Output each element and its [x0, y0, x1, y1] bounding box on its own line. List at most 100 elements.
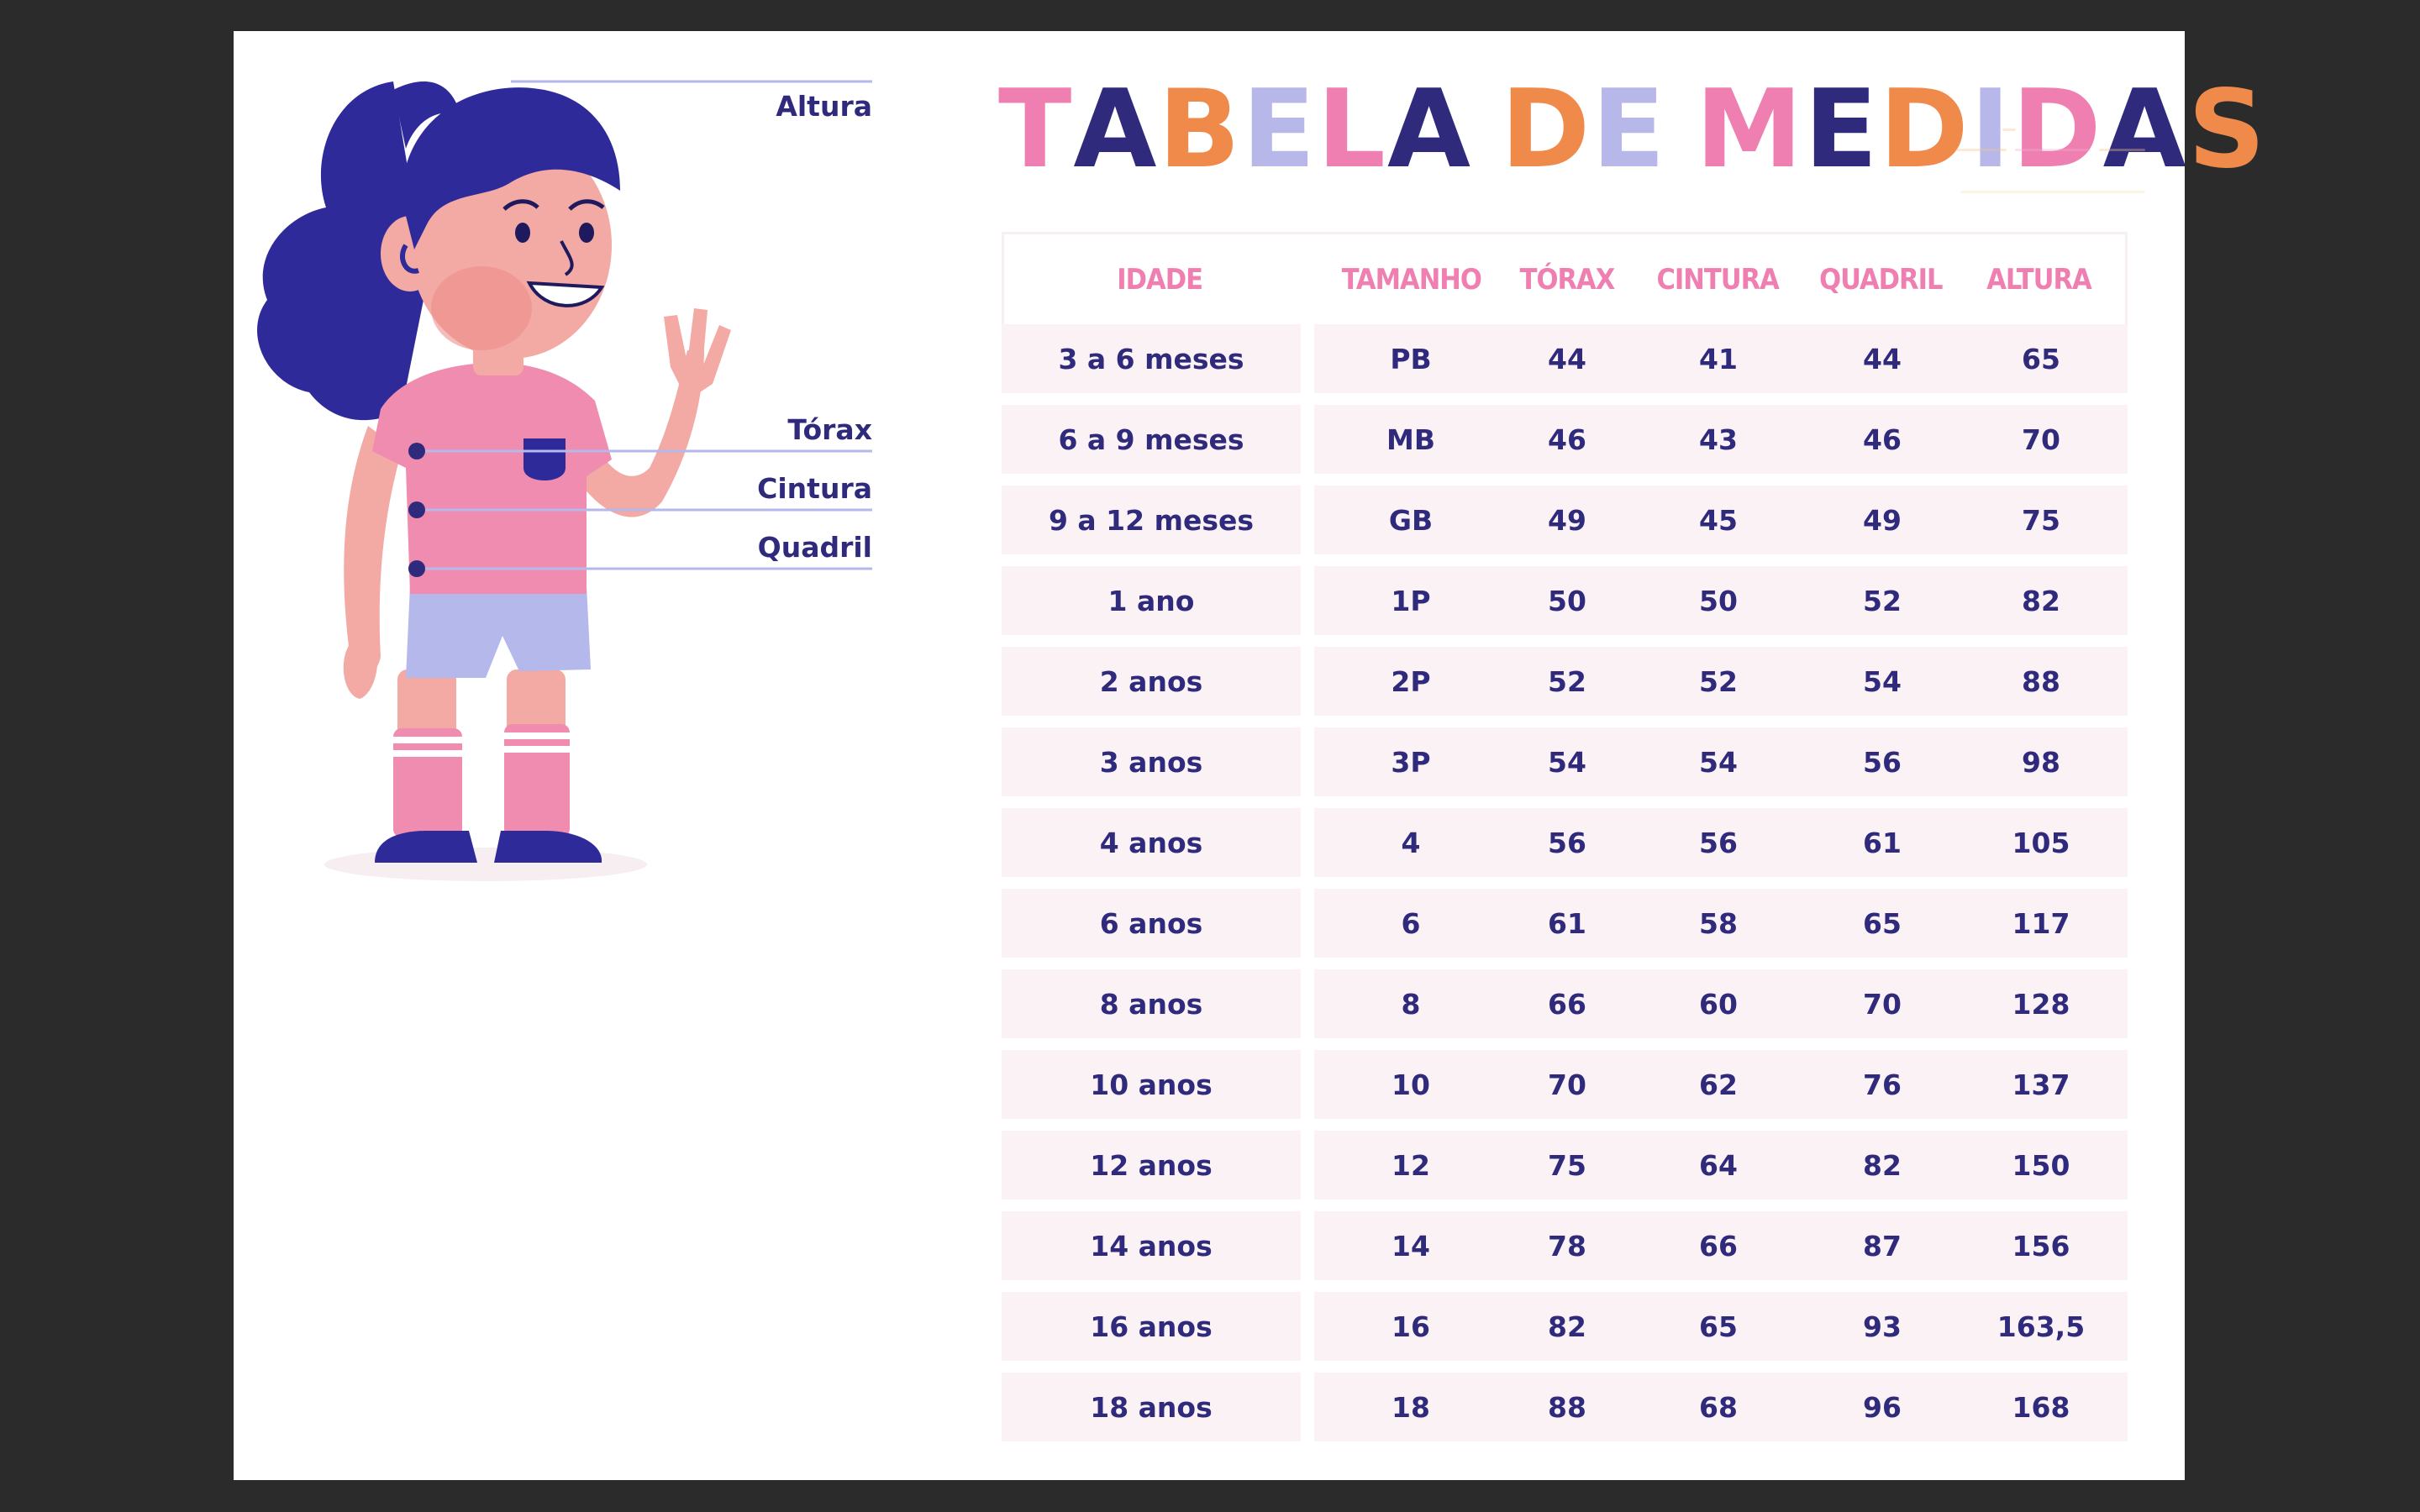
row-values: 16 82 65 93 163,5: [1314, 1292, 2128, 1361]
cell-quadril: 82: [1863, 1148, 1902, 1182]
cell-torax: 46: [1548, 423, 1586, 456]
table-row: 10 anos 10 70 62 76 137: [1002, 1050, 2128, 1119]
table-row: 4 anos 4 56 56 61 105: [1002, 808, 2128, 877]
row-values: 4 56 56 61 105: [1314, 808, 2128, 877]
cell-tamanho: GB: [1388, 503, 1434, 537]
hair-back: [257, 81, 427, 421]
cell-tamanho: 4: [1401, 826, 1421, 859]
page-title: TABELA DE MEDIDAS: [998, 71, 2267, 189]
cell-cintura: 50: [1699, 584, 1738, 617]
title-letter: D: [1501, 67, 1592, 192]
table-row: 6 a 9 meses MB 46 43 46 70: [1002, 405, 2128, 474]
title-letter: E: [1804, 67, 1880, 192]
cell-altura: 105: [2012, 826, 2070, 859]
right-arm: [570, 350, 704, 517]
row-values: 6 61 58 65 117: [1314, 889, 2128, 958]
cell-altura: 128: [2012, 987, 2070, 1021]
title-letter: D: [2012, 67, 2103, 192]
row-values: PB 44 41 44 65: [1314, 324, 2128, 393]
cell-idade: 6 a 9 meses: [1002, 405, 1301, 474]
cell-idade: 14 anos: [1002, 1211, 1301, 1280]
shirt-pocket: [523, 438, 566, 480]
shirt: [372, 363, 612, 594]
cell-tamanho: 14: [1392, 1229, 1430, 1263]
row-values: 12 75 64 82 150: [1314, 1131, 2128, 1200]
table-row: 3 a 6 meses PB 44 41 44 65: [1002, 324, 2128, 393]
cell-torax: 44: [1548, 342, 1586, 375]
cell-cintura: 66: [1699, 1229, 1738, 1263]
table-row: 1 ano 1P 50 50 52 82: [1002, 566, 2128, 635]
title-letter: I: [1970, 67, 2012, 192]
cell-idade: 4 anos: [1002, 808, 1301, 877]
title-letter: B: [1158, 67, 1242, 192]
cell-torax: 54: [1548, 745, 1586, 779]
size-chart-sheet: Altura Tórax Cintura Quadril TABELA DE M…: [234, 31, 2265, 1480]
title-letter: A: [1386, 67, 1472, 192]
cell-altura: 150: [2012, 1148, 2070, 1182]
title-letter: E: [1591, 67, 1667, 192]
cell-idade: 16 anos: [1002, 1292, 1301, 1361]
cell-torax: 70: [1548, 1068, 1586, 1101]
altura-label: Altura: [776, 90, 872, 123]
cell-altura: 65: [2022, 342, 2060, 375]
cell-quadril: 76: [1863, 1068, 1902, 1101]
cell-altura: 117: [2012, 906, 2070, 940]
left-sock: [393, 728, 462, 837]
smile: [526, 281, 605, 307]
row-values: GB 49 45 49 75: [1314, 486, 2128, 554]
cell-idade: 18 anos: [1002, 1373, 1301, 1441]
cell-quadril: 52: [1863, 584, 1902, 617]
quadril-label: Quadril: [757, 531, 872, 564]
cell-tamanho: 12: [1392, 1148, 1430, 1182]
table-row: 16 anos 16 82 65 93 163,5: [1002, 1292, 2128, 1361]
left-arm: [344, 426, 402, 673]
row-values: 2P 52 52 54 88: [1314, 647, 2128, 716]
title-letter: M: [1695, 67, 1805, 192]
cell-cintura: 62: [1699, 1068, 1738, 1101]
cell-altura: 156: [2012, 1229, 2070, 1263]
cell-tamanho: 18: [1392, 1390, 1430, 1424]
cell-cintura: 64: [1699, 1148, 1738, 1182]
cintura-dot: [408, 501, 425, 518]
title-letter: D: [1879, 67, 1970, 192]
table-row: 18 anos 18 88 68 96 168: [1002, 1373, 2128, 1441]
header-quadril: QUADRIL: [1819, 262, 1943, 297]
cell-quadril: 93: [1863, 1310, 1902, 1343]
right-shoe: [494, 831, 602, 863]
table-row: 8 anos 8 66 60 70 128: [1002, 969, 2128, 1038]
hair-front: [402, 87, 620, 249]
cell-cintura: 41: [1699, 342, 1738, 375]
cell-altura: 98: [2022, 745, 2060, 779]
cell-cintura: 56: [1699, 826, 1738, 859]
cell-quadril: 96: [1863, 1390, 1902, 1424]
title-letter: A: [2102, 67, 2188, 192]
title-letter: L: [1317, 67, 1387, 192]
cell-tamanho: 8: [1401, 987, 1421, 1021]
header-altura: ALTURA: [1986, 262, 2091, 297]
torax-dot: [408, 443, 425, 459]
girl-figure-svg: [257, 80, 872, 881]
cell-cintura: 45: [1699, 503, 1738, 537]
cell-tamanho: 3P: [1391, 745, 1431, 779]
cell-quadril: 61: [1863, 826, 1902, 859]
cell-altura: 137: [2012, 1068, 2070, 1101]
cell-idade: 3 anos: [1002, 727, 1301, 796]
faint-logo-mark: [1956, 98, 2149, 216]
cell-idade: 12 anos: [1002, 1131, 1301, 1200]
table-body: 3 a 6 meses PB 44 41 44 65 6 a 9 meses MB 46 43 46…: [1002, 324, 2128, 1441]
cell-torax: 82: [1548, 1310, 1586, 1343]
table-header: IDADE TAMANHO TÓRAX CINTURA QUADRIL ALTU…: [1002, 232, 2128, 324]
size-table: IDADE TAMANHO TÓRAX CINTURA QUADRIL ALTU…: [1002, 232, 2128, 1453]
header-cintura: CINTURA: [1656, 262, 1779, 297]
cell-quadril: 56: [1863, 745, 1902, 779]
cell-torax: 56: [1548, 826, 1586, 859]
cell-altura: 163,5: [1996, 1310, 2086, 1343]
cell-torax: 52: [1548, 664, 1586, 698]
cell-altura: 88: [2022, 664, 2060, 698]
cell-quadril: 87: [1863, 1229, 1902, 1263]
cell-quadril: 65: [1863, 906, 1902, 940]
header-idade: IDADE: [1117, 262, 1203, 297]
header-torax: TÓRAX: [1519, 262, 1616, 297]
cell-torax: 49: [1548, 503, 1586, 537]
cell-cintura: 43: [1699, 423, 1738, 456]
